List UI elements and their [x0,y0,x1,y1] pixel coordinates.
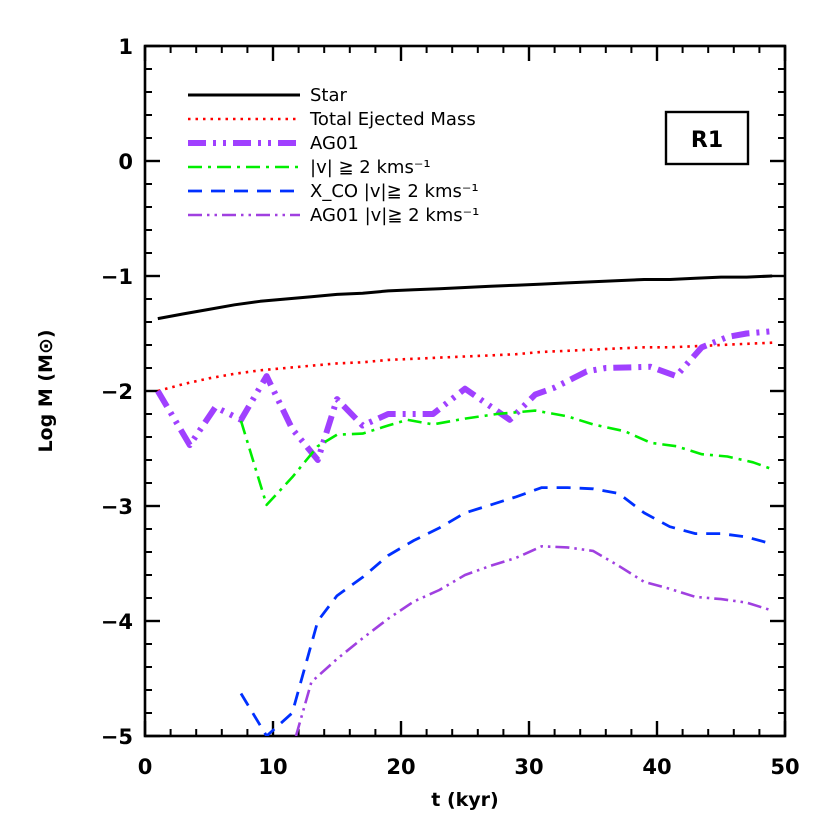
legend-label-2: AG01 [310,133,359,154]
tick-labels: 0 10 20 30 40 50 −5 −4 −3 −2 −1 0 1 [101,35,800,779]
x-axis-title: t (kyr) [431,789,498,811]
x-tick-label: 40 [642,755,671,779]
x-tick-label: 50 [770,755,799,779]
x-tick-label: 0 [138,755,153,779]
y-tick-label: −1 [101,265,133,289]
y-tick-label: −2 [101,380,133,404]
legend-label-3: |v| ≧ 2 kms⁻¹ [310,157,431,178]
series-line-1 [157,341,773,393]
axis-ticks [143,44,787,738]
x-tick-label: 30 [514,755,543,779]
y-tick-label: 0 [118,150,133,174]
series-line-3 [239,409,773,507]
legend-label-5: AG01 |v|≧ 2 kms⁻¹ [310,205,479,226]
legend-label-1: Total Ejected Mass [309,109,476,130]
legend-label-4: X_CO |v|≧ 2 kms⁻¹ [310,181,479,202]
series-layer [155,274,773,736]
annotation-box: R1 [664,110,750,166]
y-tick-label: −5 [101,725,133,749]
annotation-label: R1 [691,128,723,153]
series-line-2 [155,328,773,463]
y-tick-label: −4 [101,610,133,634]
series-line-4 [239,486,773,736]
y-axis-title: Log M (M⊙) [35,329,57,452]
legend: Star Total Ejected Mass AG01 |v| ≧ 2 kms⁻¹ X… [188,85,479,226]
x-tick-label: 10 [258,755,287,779]
series-line-0 [157,274,773,321]
x-tick-label: 20 [386,755,415,779]
y-tick-label: −3 [101,495,133,519]
legend-label-0: Star [310,85,348,106]
y-tick-label: 1 [118,35,133,59]
series-line-5 [294,544,773,736]
